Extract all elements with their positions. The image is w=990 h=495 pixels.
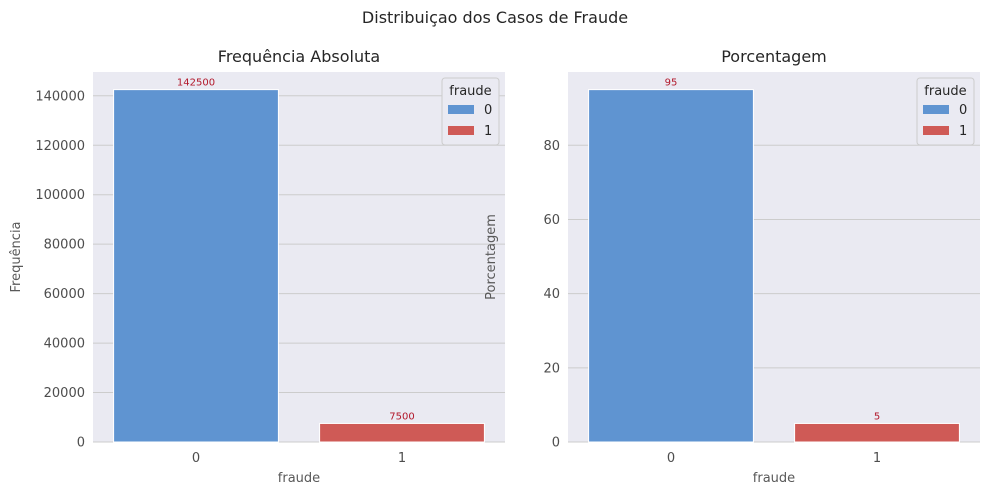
y-tick-label: 120000 xyxy=(35,139,85,154)
bars xyxy=(588,89,960,443)
chart-title: Porcentagem xyxy=(721,47,827,66)
bars xyxy=(113,89,485,443)
bar-value-label: 7500 xyxy=(389,411,414,422)
legend-entry-1: 1 xyxy=(959,124,967,139)
bar-labels: 95 5 xyxy=(665,78,881,423)
legend-title: fraude xyxy=(449,84,491,99)
bar-value-label: 95 xyxy=(665,78,678,89)
y-tick-label: 20000 xyxy=(44,386,85,401)
legend-entry-0: 0 xyxy=(484,103,492,118)
figure-suptitle: Distribuiçao dos Casos de Fraude xyxy=(362,8,628,27)
y-tick-label: 60 xyxy=(543,213,560,228)
y-tick-label: 100000 xyxy=(35,188,85,203)
x-tick-label: 1 xyxy=(398,451,406,466)
y-tick-label: 80 xyxy=(543,139,560,154)
legend-title: fraude xyxy=(924,84,966,99)
bar-0 xyxy=(113,89,279,443)
x-tick-label: 0 xyxy=(667,451,675,466)
y-tick-label: 20 xyxy=(543,361,560,376)
x-axis-label: fraude xyxy=(278,471,320,486)
chart-panel-frequency: 142500 7500 0 20000 40000 60000 80000 100000 12… xyxy=(9,47,505,486)
y-ticks: 0 20000 40000 60000 80000 100000 120000 140000 xyxy=(35,89,85,450)
y-tick-label: 40 xyxy=(543,287,560,302)
legend: fraude 0 1 xyxy=(441,77,500,146)
y-tick-label: 80000 xyxy=(44,238,85,253)
y-ticks: 0 20 40 60 80 xyxy=(543,139,560,451)
bar-value-label: 5 xyxy=(874,411,880,422)
legend: fraude 0 1 xyxy=(916,77,975,146)
bar-labels: 142500 7500 xyxy=(177,78,415,423)
y-axis-label: Porcentagem xyxy=(484,214,499,300)
legend-swatch-0 xyxy=(923,105,949,114)
y-tick-label: 0 xyxy=(77,436,85,451)
x-axis-label: fraude xyxy=(753,471,795,486)
bar-value-label: 142500 xyxy=(177,78,215,89)
y-tick-label: 140000 xyxy=(35,89,85,104)
bar-0 xyxy=(588,89,754,443)
y-tick-label: 0 xyxy=(552,436,560,451)
chart-title: Frequência Absoluta xyxy=(218,47,380,66)
legend-swatch-1 xyxy=(448,126,474,135)
bar-1 xyxy=(794,422,960,443)
legend-entry-0: 0 xyxy=(959,103,967,118)
y-tick-label: 60000 xyxy=(44,287,85,302)
y-tick-label: 40000 xyxy=(44,337,85,352)
legend-entry-1: 1 xyxy=(484,124,492,139)
x-tick-label: 1 xyxy=(873,451,881,466)
legend-swatch-0 xyxy=(448,105,474,114)
bar-1 xyxy=(319,422,485,443)
x-tick-label: 0 xyxy=(192,451,200,466)
legend-swatch-1 xyxy=(923,126,949,135)
y-axis-label: Frequência xyxy=(9,221,24,292)
